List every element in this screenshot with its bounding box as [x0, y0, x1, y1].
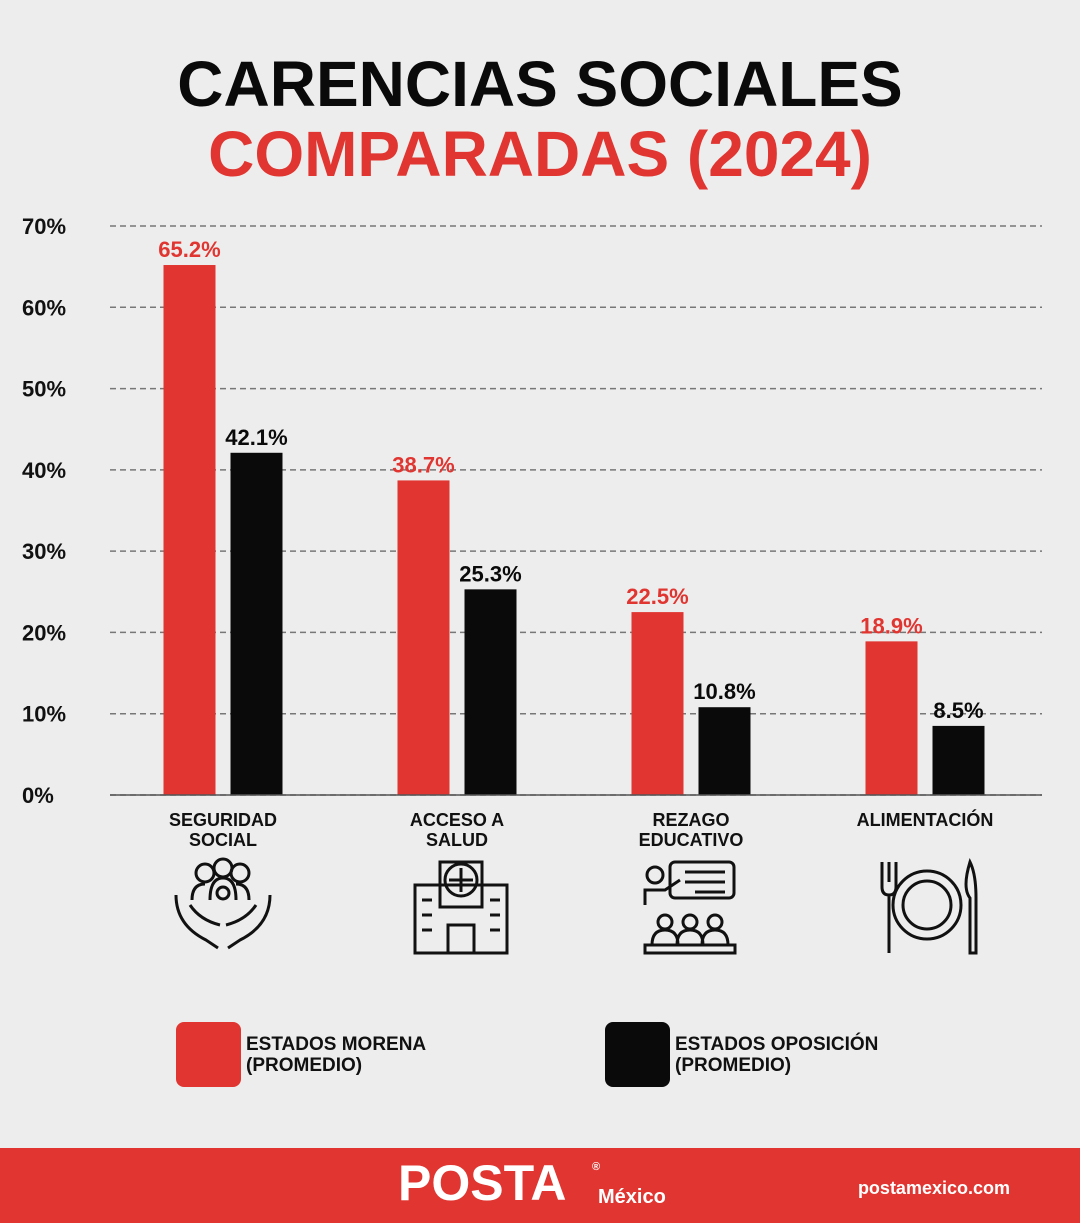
y-tick-label: 50%: [22, 377, 66, 402]
bar: [631, 612, 684, 795]
bar: [397, 480, 450, 795]
x-tick-label-text: ALIMENTACIÓN: [856, 810, 994, 830]
footer-registered: ®: [592, 1161, 600, 1173]
bar: [230, 452, 283, 795]
legend-label-text: ESTADOS MORENA (PROMEDIO): [246, 1034, 426, 1076]
people-hands-icon: [174, 857, 272, 950]
legend-swatch: [605, 1022, 670, 1087]
legend-label: ESTADOS MORENA (PROMEDIO): [246, 1034, 476, 1076]
bar: [932, 725, 985, 795]
bar: [698, 707, 751, 795]
data-label: 42.1%: [225, 425, 287, 450]
footer-brand-sub: México: [598, 1186, 666, 1208]
hospital-icon: [413, 860, 509, 955]
y-tick-label: 10%: [22, 702, 66, 727]
legend-swatch: [176, 1022, 241, 1087]
bar: [865, 641, 918, 795]
data-label: 65.2%: [158, 237, 220, 262]
footer-website: postamexico.com: [858, 1178, 1010, 1198]
y-tick-label: 60%: [22, 295, 66, 320]
bar: [163, 265, 216, 795]
footer-brand: POSTA: [398, 1155, 567, 1211]
x-tick-label-text: ACCESO A SALUD: [409, 810, 505, 850]
x-tick-label: REZAGO EDUCATIVO: [581, 810, 801, 850]
data-label: 38.7%: [392, 452, 454, 477]
legend-label-text: ESTADOS OPOSICIÓN (PROMEDIO): [675, 1034, 879, 1076]
data-label: 8.5%: [933, 698, 983, 723]
x-tick-label-text: SEGURIDAD SOCIAL: [168, 810, 277, 850]
icons: [174, 857, 978, 955]
x-tick-label-text: REZAGO EDUCATIVO: [638, 810, 744, 850]
bar: [464, 589, 517, 795]
y-tick-label: 70%: [22, 214, 66, 239]
footer-band: [0, 1148, 1080, 1223]
y-tick-label: 30%: [22, 539, 66, 564]
teacher-icon: [643, 860, 737, 955]
x-tick-label: ACCESO A SALUD: [347, 810, 567, 850]
chart-title: CARENCIAS SOCIALES: [177, 48, 902, 120]
data-label: 22.5%: [626, 584, 688, 609]
y-tick-label: 0%: [22, 783, 54, 808]
x-tick-label: SEGURIDAD SOCIAL: [113, 810, 333, 850]
x-tick-label: ALIMENTACIÓN: [815, 810, 1035, 830]
data-label: 10.8%: [693, 679, 755, 704]
chart-subtitle: COMPARADAS (2024): [208, 118, 872, 190]
legend-label: ESTADOS OPOSICIÓN (PROMEDIO): [675, 1034, 905, 1076]
y-tick-label: 20%: [22, 620, 66, 645]
plate-icon: [880, 857, 978, 955]
y-tick-label: 40%: [22, 458, 66, 483]
data-label: 18.9%: [860, 613, 922, 638]
data-label: 25.3%: [459, 561, 521, 586]
